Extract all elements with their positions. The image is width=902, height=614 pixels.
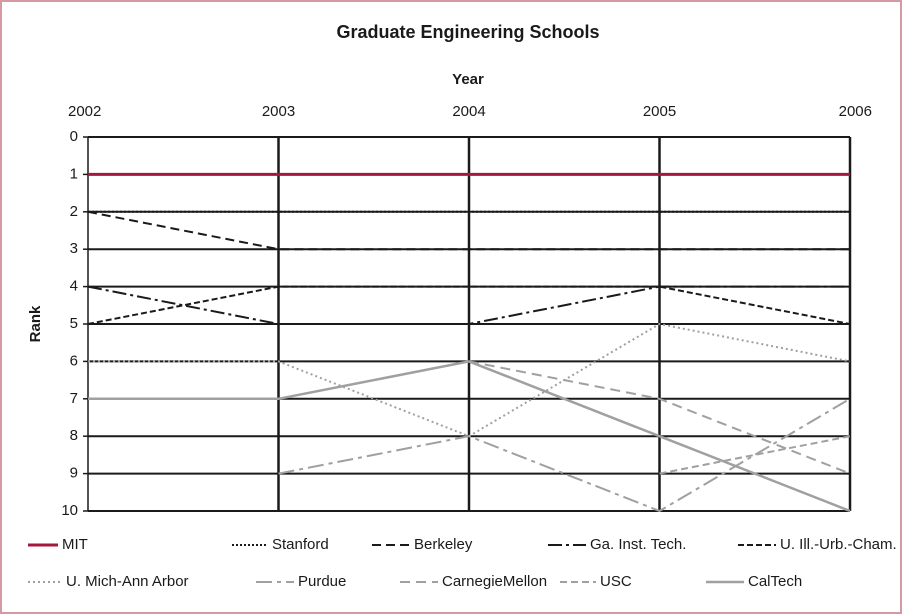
y-axis-label: Rank bbox=[27, 305, 44, 342]
legend-label: Stanford bbox=[272, 536, 329, 553]
y-tick-label: 9 bbox=[70, 465, 78, 482]
y-tick-label: 7 bbox=[70, 390, 78, 407]
legend-label: USC bbox=[600, 573, 632, 590]
x-tick-label: 2006 bbox=[839, 103, 872, 120]
series-line bbox=[88, 360, 851, 513]
legend-label: CarnegieMellon bbox=[442, 573, 547, 590]
legend-label: Berkeley bbox=[414, 536, 473, 553]
legend-label: CalTech bbox=[748, 573, 802, 590]
y-tick-label: 0 bbox=[70, 128, 78, 145]
legend-label: Purdue bbox=[298, 573, 346, 590]
chart-title: Graduate Engineering Schools bbox=[336, 22, 599, 42]
y-tick-label: 5 bbox=[70, 315, 78, 332]
series-line bbox=[87, 285, 851, 325]
y-tick-label: 1 bbox=[70, 165, 78, 182]
y-tick-label: 2 bbox=[70, 203, 78, 220]
series-line bbox=[87, 210, 850, 251]
legend-label: U. Mich-Ann Arbor bbox=[66, 573, 189, 590]
x-tick-label: 2003 bbox=[262, 103, 295, 120]
y-tick-label: 4 bbox=[70, 278, 78, 295]
legend-label: U. Ill.-Urb.-Cham. bbox=[780, 536, 897, 553]
x-tick-label: 2004 bbox=[452, 103, 485, 120]
y-tick-label: 3 bbox=[70, 240, 78, 257]
y-tick-label: 10 bbox=[61, 502, 78, 519]
legend-label: MIT bbox=[62, 536, 88, 553]
series-line bbox=[468, 360, 851, 475]
series-line bbox=[278, 397, 851, 513]
legend-label: Ga. Inst. Tech. bbox=[590, 536, 686, 553]
series-line bbox=[87, 285, 850, 325]
y-tick-label: 6 bbox=[70, 352, 78, 369]
x-tick-label: 2002 bbox=[68, 103, 101, 120]
x-axis-label: Year bbox=[452, 71, 484, 88]
x-tick-label: 2005 bbox=[643, 103, 676, 120]
y-tick-label: 8 bbox=[70, 427, 78, 444]
plot-area bbox=[87, 172, 851, 513]
